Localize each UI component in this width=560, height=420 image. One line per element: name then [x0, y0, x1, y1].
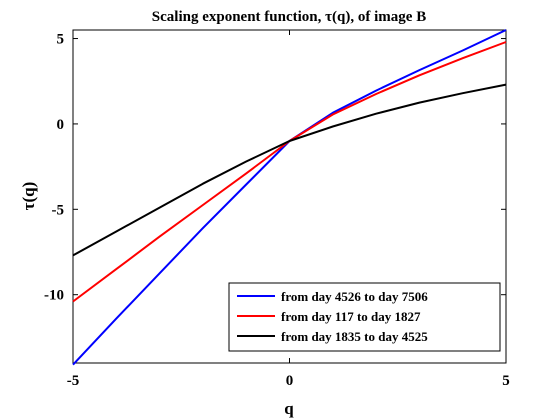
y-tick-label: -10: [44, 288, 64, 304]
y-axis-title: τ(q): [19, 182, 38, 211]
y-tick-label: 5: [57, 32, 65, 48]
ticks: -5 0 5 -10 -5 0 5: [44, 30, 510, 389]
x-tick-label: 5: [502, 373, 510, 389]
x-tick-label: 0: [286, 373, 294, 389]
legend-label-2: from day 117 to day 1827: [281, 309, 421, 324]
x-axis-title: q: [284, 399, 294, 418]
series-line-3: [72, 83, 507, 257]
y-tick-label: 0: [57, 117, 65, 133]
series-line-2: [72, 41, 507, 303]
series-lines: [72, 29, 507, 366]
chart-title: Scaling exponent function, τ(q), of imag…: [152, 9, 426, 25]
x-tick-label: -5: [67, 373, 80, 389]
y-tick-label: -5: [52, 202, 65, 218]
legend-label-1: from day 4526 to day 7506: [281, 289, 428, 304]
legend-label-3: from day 1835 to day 4525: [281, 329, 428, 344]
legend: from day 4526 to day 7506 from day 117 to…: [228, 282, 501, 352]
